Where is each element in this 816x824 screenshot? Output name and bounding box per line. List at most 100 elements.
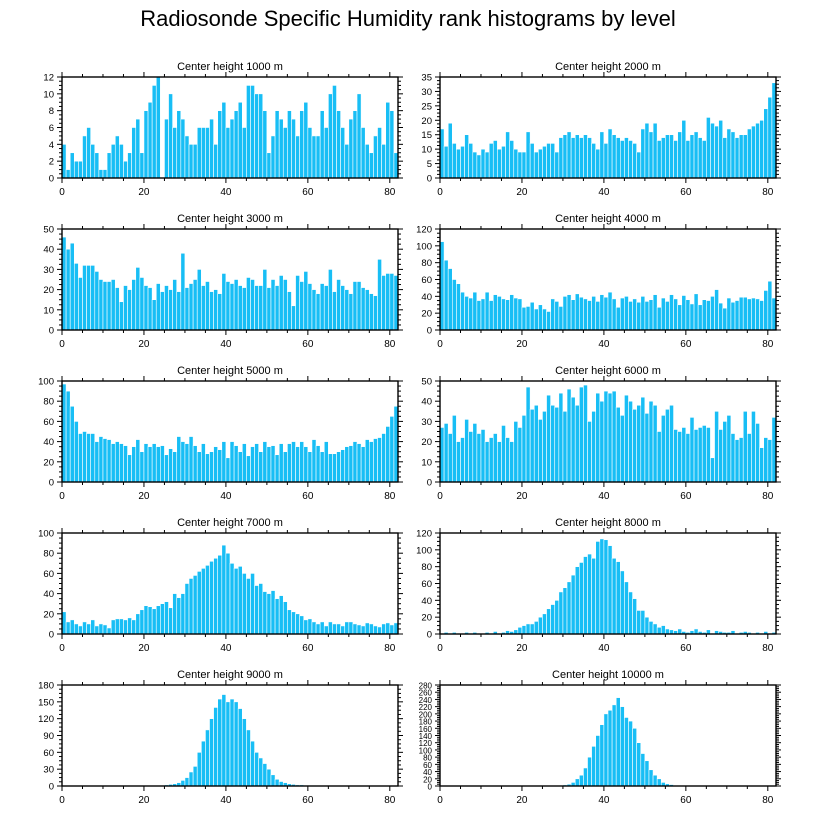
histogram-bar <box>180 780 186 787</box>
histogram-bar <box>574 404 580 483</box>
histogram-bar <box>184 583 190 635</box>
histogram-bar <box>492 140 498 179</box>
histogram-bar <box>119 144 124 179</box>
histogram-bar <box>726 297 732 331</box>
histogram-bar <box>143 110 149 179</box>
histogram-bar <box>131 127 137 179</box>
histogram-bar <box>722 307 728 331</box>
histogram-bar <box>763 437 769 483</box>
histogram-bar <box>488 143 494 179</box>
histogram-bar <box>303 446 309 483</box>
histogram-bar <box>151 299 157 331</box>
x-tick-label: 40 <box>598 795 610 806</box>
histogram-bar <box>587 421 592 483</box>
histogram-bar <box>718 302 724 331</box>
histogram-bar <box>706 117 711 179</box>
histogram-bar <box>648 769 654 787</box>
histogram-bar <box>652 623 658 635</box>
histogram-bar <box>726 128 732 179</box>
histogram-bar <box>90 433 96 483</box>
histogram-bar <box>241 718 247 787</box>
histogram-bar <box>611 134 617 179</box>
histogram-bar <box>172 451 178 483</box>
histogram-bar <box>521 306 527 331</box>
y-tick-label: 2 <box>49 157 54 168</box>
y-tick-label: 0 <box>427 630 432 641</box>
histogram-bar <box>689 303 695 331</box>
histogram-bar <box>246 578 251 635</box>
histogram-bar <box>168 289 173 331</box>
histogram-bar <box>529 143 535 179</box>
histogram-bar <box>274 110 280 179</box>
histogram-bar <box>595 541 601 635</box>
histogram-bar <box>517 151 523 179</box>
histogram-bar <box>213 144 219 179</box>
x-tick-label: 20 <box>138 795 150 806</box>
histogram-bar <box>184 135 190 179</box>
histogram-bar <box>566 294 572 331</box>
y-tick-label: 120 <box>419 739 433 748</box>
histogram-bar <box>127 152 132 179</box>
histogram-bar <box>701 299 707 331</box>
histogram-bar <box>352 281 358 331</box>
histogram-bar <box>603 296 609 331</box>
histogram-bar <box>714 125 719 179</box>
histogram-bar <box>258 93 264 179</box>
histogram-bar <box>660 137 666 179</box>
histogram-bar <box>648 299 654 331</box>
histogram-bar <box>730 131 736 179</box>
histogram-bar <box>266 287 272 331</box>
y-tick-label: 15 <box>421 130 432 141</box>
histogram-bar <box>574 778 580 787</box>
histogram-bar <box>307 618 313 635</box>
histogram-bar <box>615 406 621 483</box>
histogram-bar <box>356 443 362 483</box>
histogram-bar <box>135 439 141 483</box>
histogram-bar <box>135 118 141 179</box>
x-tick-label: 40 <box>220 643 232 654</box>
histogram-bar <box>652 122 658 179</box>
histogram-bar <box>570 574 576 635</box>
histogram-bar <box>114 135 120 179</box>
histogram-bar <box>742 296 748 331</box>
histogram-bar <box>82 135 87 179</box>
x-tick-label: 40 <box>220 187 232 198</box>
histogram-bar <box>550 604 556 635</box>
y-tick-label: 80 <box>43 397 54 408</box>
histogram-bar <box>509 294 515 331</box>
histogram-bar <box>697 137 703 179</box>
histogram-bar <box>689 417 695 483</box>
histogram-bar <box>632 143 637 179</box>
y-tick-label: 6 <box>49 123 54 134</box>
x-tick-label: 20 <box>516 187 528 198</box>
histogram-bar <box>640 296 646 331</box>
y-tick-label: 120 <box>38 714 54 725</box>
histogram-bar <box>767 439 773 483</box>
histogram-bar <box>484 441 490 483</box>
histogram-bar <box>669 404 674 483</box>
histogram-bar <box>389 110 395 179</box>
panel-title: Center height 7000 m <box>177 517 283 529</box>
histogram-bar <box>143 605 149 635</box>
histogram-bar <box>550 404 556 483</box>
histogram-bar <box>139 451 145 483</box>
histogram-bar <box>340 285 346 331</box>
y-tick-label: 100 <box>419 746 433 755</box>
histogram-bar <box>102 438 108 483</box>
histogram-bar <box>693 429 699 483</box>
y-tick-label: 20 <box>421 437 432 448</box>
x-tick-label: 20 <box>138 491 150 502</box>
histogram-bar <box>677 304 683 331</box>
histogram-bar <box>591 557 597 635</box>
histogram-bar <box>180 118 186 179</box>
x-tick-label: 0 <box>59 339 65 350</box>
histogram-bar <box>566 131 572 179</box>
histogram-bar <box>591 296 597 331</box>
histogram-bar <box>615 697 621 787</box>
histogram-bar <box>693 628 699 635</box>
histogram-bar <box>360 127 366 179</box>
histogram-bar <box>583 134 588 179</box>
histogram-bar <box>123 285 128 331</box>
histogram-bar <box>254 752 259 787</box>
histogram-bar <box>697 427 703 483</box>
